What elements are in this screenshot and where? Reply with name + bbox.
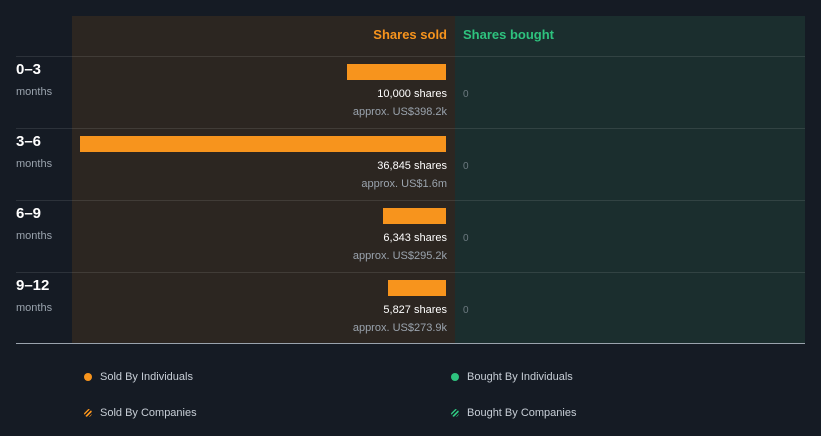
legend-sold-companies-label: Sold By Companies bbox=[100, 407, 197, 419]
chart-baseline bbox=[16, 343, 805, 344]
period-unit-label: months bbox=[16, 302, 53, 314]
shares-sold-value: approx. US$273.9k bbox=[352, 322, 447, 334]
period-unit-label: months bbox=[16, 158, 53, 170]
shares-bought-count: 0 bbox=[463, 89, 469, 100]
shares-bought-count: 0 bbox=[463, 161, 469, 172]
period-unit-label: months bbox=[16, 230, 53, 242]
period-label: 9–12 bbox=[16, 277, 50, 294]
shares-sold-header: Shares sold bbox=[373, 27, 447, 42]
shares-sold-value: approx. US$295.2k bbox=[352, 250, 447, 262]
row-divider bbox=[16, 272, 805, 273]
period-label: 3–6 bbox=[16, 133, 42, 150]
legend-sold-individuals: Sold By Individuals bbox=[84, 371, 193, 383]
legend-bought-companies-label: Bought By Companies bbox=[467, 407, 577, 419]
period-label: 6–9 bbox=[16, 205, 42, 222]
row-divider bbox=[16, 128, 805, 129]
shares-sold-count: 6,343 shares bbox=[383, 232, 447, 244]
shares-sold-count: 10,000 shares bbox=[377, 88, 447, 100]
row-divider bbox=[16, 200, 805, 201]
shares-sold-bar bbox=[383, 208, 446, 224]
shares-sold-bar bbox=[347, 64, 446, 80]
legend-sold-individuals-marker bbox=[84, 373, 92, 381]
shares-sold-count: 5,827 shares bbox=[383, 304, 447, 316]
shares-sold-value: approx. US$398.2k bbox=[352, 106, 447, 118]
legend-sold-companies-marker bbox=[84, 409, 92, 417]
shares-bought-header: Shares bought bbox=[463, 27, 555, 42]
shares-bought-panel bbox=[455, 16, 805, 344]
legend-bought-companies: Bought By Companies bbox=[451, 407, 576, 419]
legend-bought-individuals-marker bbox=[451, 373, 459, 381]
header-divider bbox=[16, 56, 805, 57]
shares-bought-count: 0 bbox=[463, 233, 469, 244]
period-label: 0–3 bbox=[16, 61, 42, 78]
shares-bought-count: 0 bbox=[463, 305, 469, 316]
shares-sold-value: approx. US$1.6m bbox=[361, 178, 447, 190]
period-unit-label: months bbox=[16, 86, 53, 98]
legend-bought-companies-marker bbox=[451, 409, 459, 417]
legend-bought-individuals-label: Bought By Individuals bbox=[467, 371, 573, 383]
legend-bought-individuals: Bought By Individuals bbox=[451, 371, 573, 383]
shares-sold-bar bbox=[80, 136, 446, 152]
legend-sold-individuals-label: Sold By Individuals bbox=[100, 371, 193, 383]
shares-sold-count: 36,845 shares bbox=[377, 160, 447, 172]
legend-sold-companies: Sold By Companies bbox=[84, 407, 197, 419]
shares-sold-bar bbox=[388, 280, 446, 296]
